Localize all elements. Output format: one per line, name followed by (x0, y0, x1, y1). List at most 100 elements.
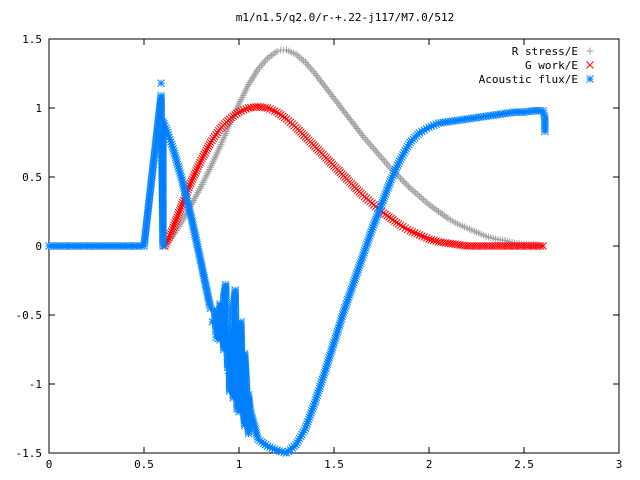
data-point (417, 194, 425, 202)
data-point (329, 93, 337, 101)
data-point (357, 255, 366, 264)
data-point (415, 231, 424, 239)
data-point (268, 106, 277, 114)
legend-label: Acoustic flux/E (479, 73, 578, 86)
y-tick-label: 1.5 (22, 33, 42, 46)
data-point (280, 46, 288, 54)
data-point (362, 135, 370, 143)
data-point (357, 130, 365, 138)
data-point (171, 219, 179, 228)
data-point (306, 64, 314, 72)
data-point (205, 140, 214, 149)
data-point (166, 229, 175, 238)
data-point (189, 173, 198, 181)
y-tick-label: -1 (29, 378, 42, 391)
data-point (410, 229, 419, 237)
data-point (253, 67, 261, 75)
data-point (508, 239, 516, 247)
data-point (333, 98, 341, 106)
plot-series (45, 46, 549, 457)
data-point (271, 49, 279, 57)
data-point (262, 56, 270, 64)
data-point (321, 82, 328, 90)
data-point (354, 126, 362, 134)
data-point (176, 204, 185, 213)
data-point (458, 241, 467, 250)
data-point (429, 236, 438, 245)
legend-marker (586, 47, 594, 55)
data-point (330, 94, 338, 102)
data-point (327, 91, 335, 99)
data-point (340, 107, 347, 115)
data-point (381, 157, 389, 165)
data-point (290, 49, 298, 57)
data-point (394, 220, 403, 228)
data-point (200, 150, 209, 159)
x-tick-label: 3 (616, 458, 623, 471)
data-point (249, 103, 258, 112)
data-point (202, 146, 211, 155)
data-point (350, 121, 358, 129)
x-tick-label: 2 (426, 458, 433, 471)
data-point (371, 146, 379, 154)
data-point (309, 68, 317, 76)
data-point (376, 202, 385, 211)
data-point (400, 178, 408, 186)
x-tick-label: 0 (46, 458, 53, 471)
data-point (237, 107, 246, 115)
data-point (344, 112, 352, 120)
y-tick-label: 1 (35, 102, 42, 115)
data-point (403, 225, 412, 234)
data-point (172, 215, 181, 223)
data-point (376, 152, 384, 160)
data-point (168, 225, 177, 234)
data-point (341, 109, 349, 117)
data-point (177, 173, 186, 182)
data-point (203, 144, 212, 153)
data-point (198, 154, 206, 163)
data-point (423, 199, 431, 207)
data-point (194, 162, 203, 171)
data-point (329, 340, 338, 349)
data-point (338, 105, 346, 113)
chart-title: m1/n1.5/q2.0/r-+.22-j117/M7.0/512 (236, 11, 455, 24)
data-point (384, 161, 392, 169)
data-point (499, 236, 507, 244)
data-point (366, 141, 374, 149)
series-2 (161, 102, 547, 250)
legend-label: R stress/E (512, 45, 578, 58)
data-point (385, 163, 393, 171)
data-point (432, 120, 440, 129)
data-point (385, 213, 393, 221)
legend-marker (586, 75, 594, 83)
data-point (448, 240, 457, 248)
data-point (233, 109, 241, 118)
y-tick-label: 0 (35, 240, 42, 253)
data-point (427, 235, 436, 244)
data-point (541, 125, 549, 134)
data-point (412, 189, 420, 197)
x-tick-label: 1.5 (324, 458, 344, 471)
data-point (331, 96, 339, 104)
data-point (175, 206, 184, 215)
data-point (187, 177, 196, 185)
data-point (201, 148, 210, 157)
data-point (258, 103, 267, 112)
data-point (439, 238, 448, 247)
x-tick-label: 1 (236, 458, 243, 471)
data-point (365, 139, 373, 147)
data-point (305, 62, 313, 70)
data-point (308, 66, 316, 74)
x-axis: 0 0.5 1 1.5 2 2.5 3 (46, 39, 623, 471)
data-point (326, 89, 334, 97)
data-point (165, 231, 174, 240)
data-point (270, 107, 279, 115)
data-point (398, 176, 406, 184)
data-point (408, 186, 416, 194)
data-point (174, 209, 183, 217)
data-point (382, 159, 390, 167)
data-point (178, 200, 186, 209)
data-point (325, 87, 333, 95)
data-point (404, 182, 412, 190)
data-point (323, 85, 331, 93)
